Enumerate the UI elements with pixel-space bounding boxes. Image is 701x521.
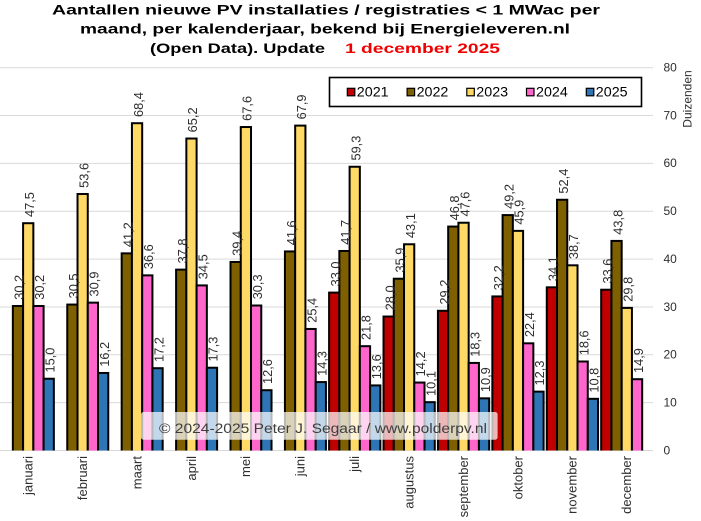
svg-text:41,6: 41,6: [284, 220, 299, 245]
svg-text:30,5: 30,5: [66, 273, 81, 298]
svg-text:12,3: 12,3: [532, 361, 547, 386]
svg-text:50: 50: [664, 204, 678, 218]
svg-text:21,8: 21,8: [359, 315, 374, 340]
svg-text:28,0: 28,0: [382, 285, 397, 310]
svg-text:67,9: 67,9: [294, 94, 309, 119]
svg-text:32,2: 32,2: [491, 265, 506, 290]
svg-text:22,4: 22,4: [522, 312, 537, 337]
svg-text:juli: juli: [347, 456, 362, 473]
svg-text:70: 70: [664, 108, 678, 122]
svg-text:59,3: 59,3: [348, 136, 363, 161]
svg-text:17,3: 17,3: [206, 337, 221, 362]
svg-text:52,4: 52,4: [556, 169, 571, 194]
svg-text:43,8: 43,8: [610, 210, 625, 235]
svg-text:10,9: 10,9: [478, 367, 493, 392]
svg-text:36,6: 36,6: [141, 244, 156, 269]
svg-text:46,8: 46,8: [447, 195, 462, 220]
svg-text:41,2: 41,2: [121, 222, 136, 247]
svg-text:65,2: 65,2: [185, 107, 200, 132]
svg-text:34,5: 34,5: [195, 254, 210, 279]
svg-text:10: 10: [664, 395, 678, 409]
svg-text:38,7: 38,7: [566, 234, 581, 259]
svg-text:14,3: 14,3: [315, 351, 330, 376]
svg-text:30,3: 30,3: [250, 274, 265, 299]
svg-text:2023: 2023: [476, 85, 508, 100]
svg-text:43,1: 43,1: [403, 213, 418, 238]
svg-text:37,8: 37,8: [175, 239, 190, 264]
svg-text:30: 30: [664, 300, 678, 314]
svg-text:34,1: 34,1: [546, 256, 561, 281]
svg-text:17,2: 17,2: [151, 337, 166, 362]
svg-text:januari: januari: [21, 456, 36, 496]
svg-text:18,3: 18,3: [468, 332, 483, 357]
svg-text:10,1: 10,1: [423, 371, 438, 396]
svg-text:30,9: 30,9: [87, 272, 102, 297]
svg-text:2021: 2021: [357, 85, 389, 100]
svg-text:12,6: 12,6: [260, 359, 275, 384]
svg-text:33,0: 33,0: [328, 261, 343, 286]
svg-text:mei: mei: [238, 456, 253, 477]
svg-text:maart: maart: [129, 456, 144, 490]
svg-text:december: december: [619, 455, 634, 513]
svg-text:Duizenden: Duizenden: [681, 70, 695, 127]
svg-text:40: 40: [664, 252, 678, 266]
svg-text:39,4: 39,4: [229, 231, 244, 256]
svg-text:68,4: 68,4: [131, 92, 146, 117]
svg-text:29,8: 29,8: [621, 277, 636, 302]
svg-text:53,6: 53,6: [76, 163, 91, 188]
svg-text:augustus: augustus: [401, 456, 416, 509]
svg-text:2024: 2024: [536, 85, 568, 100]
svg-text:Aantallen nieuwe PV installati: Aantallen nieuwe PV installaties / regis…: [52, 2, 601, 17]
svg-text:oktober: oktober: [510, 455, 525, 499]
svg-text:29,2: 29,2: [437, 280, 452, 305]
svg-text:47,6: 47,6: [457, 192, 472, 217]
svg-text:februari: februari: [75, 456, 90, 500]
svg-text:april: april: [184, 456, 199, 481]
svg-text:20: 20: [664, 348, 678, 362]
svg-text:30,2: 30,2: [32, 275, 47, 300]
svg-text:november: november: [565, 455, 580, 513]
svg-text:1 december 2025: 1 december 2025: [345, 41, 501, 56]
svg-text:15,0: 15,0: [42, 348, 57, 373]
svg-text:41,7: 41,7: [338, 220, 353, 245]
svg-text:2025: 2025: [596, 85, 628, 100]
svg-text:13,6: 13,6: [369, 354, 384, 379]
svg-text:60: 60: [664, 156, 678, 170]
svg-text:juni: juni: [293, 456, 308, 477]
svg-text:47,5: 47,5: [22, 192, 37, 217]
svg-text:0: 0: [664, 443, 671, 457]
svg-text:18,6: 18,6: [576, 330, 591, 355]
svg-text:© 2024-2025 Peter J. Segaar /: © 2024-2025 Peter J. Segaar / www.polder…: [159, 421, 487, 436]
svg-text:30,2: 30,2: [12, 275, 27, 300]
svg-text:80: 80: [664, 61, 678, 75]
svg-text:2022: 2022: [417, 85, 449, 100]
svg-text:10,8: 10,8: [587, 368, 602, 393]
svg-text:45,9: 45,9: [512, 200, 527, 225]
svg-text:67,6: 67,6: [240, 96, 255, 121]
svg-text:14,2: 14,2: [413, 351, 428, 376]
svg-text:(Open Data). Update: (Open Data). Update: [150, 41, 326, 56]
svg-text:september: september: [456, 455, 471, 517]
svg-text:maand, per kalenderjaar, beken: maand, per kalenderjaar, bekend bij Ener…: [80, 22, 570, 37]
svg-text:25,4: 25,4: [304, 298, 319, 323]
svg-text:35,9: 35,9: [393, 248, 408, 273]
svg-text:49,2: 49,2: [501, 184, 516, 209]
svg-text:14,9: 14,9: [631, 348, 646, 373]
svg-text:33,6: 33,6: [600, 259, 615, 284]
svg-text:16,2: 16,2: [97, 342, 112, 367]
